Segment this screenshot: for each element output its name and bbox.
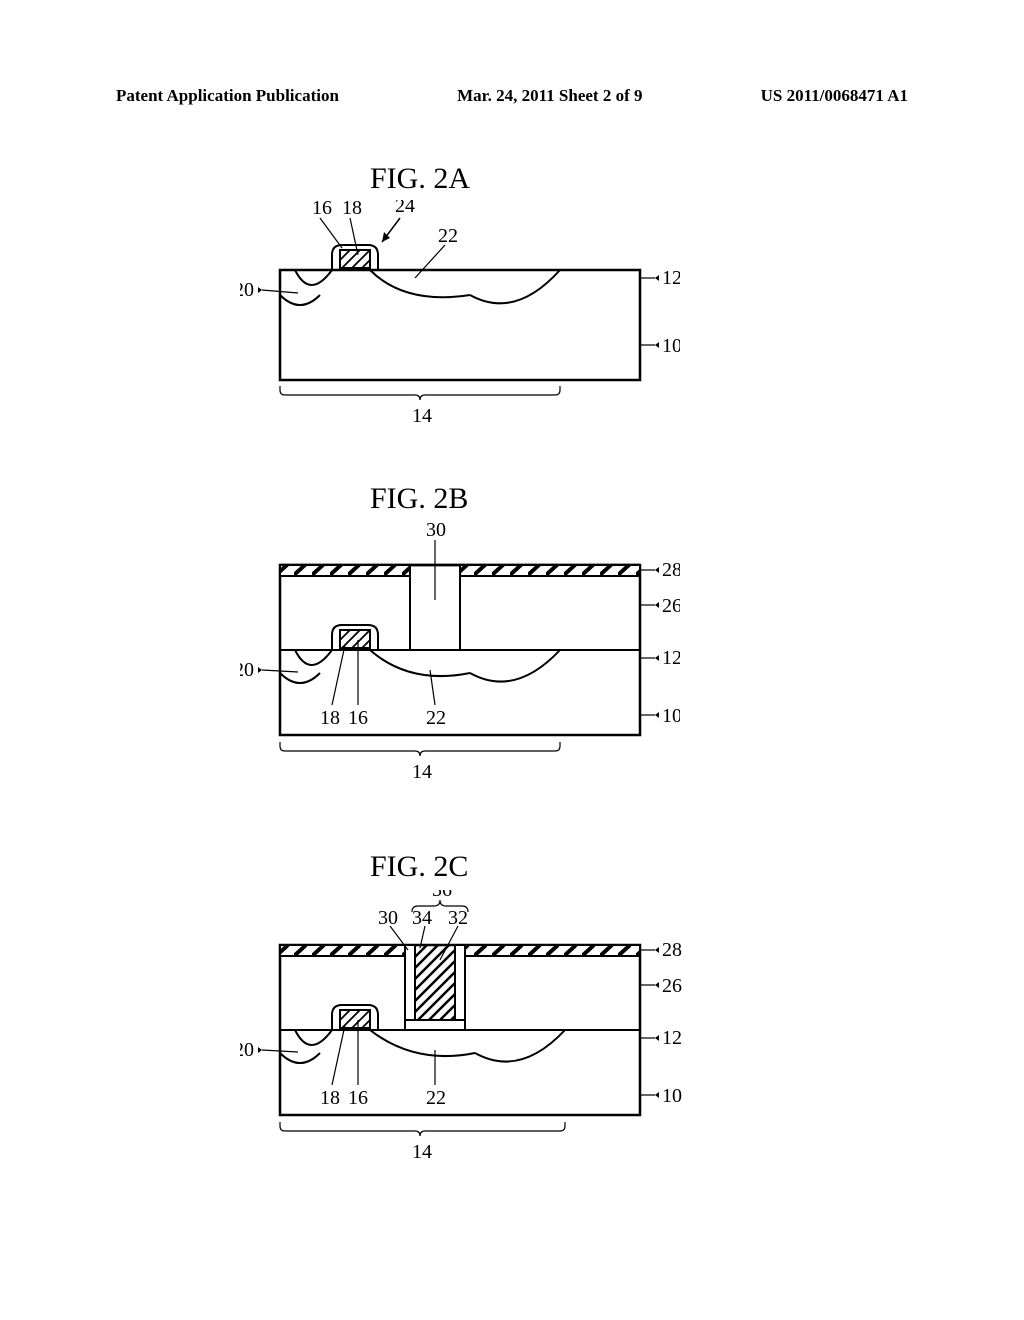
header-center: Mar. 24, 2011 Sheet 2 of 9 bbox=[457, 86, 642, 106]
label-12: 12 bbox=[662, 267, 680, 289]
label-10: 10 bbox=[662, 705, 680, 727]
label-28: 28 bbox=[662, 939, 682, 961]
label-10: 10 bbox=[662, 335, 680, 357]
label-26: 26 bbox=[662, 595, 680, 617]
label-18: 18 bbox=[342, 200, 362, 219]
label-22: 22 bbox=[426, 1087, 446, 1109]
label-30: 30 bbox=[378, 907, 398, 929]
label-20: 20 bbox=[240, 279, 254, 301]
label-26: 26 bbox=[662, 975, 682, 997]
label-16: 16 bbox=[348, 1087, 368, 1109]
header-left: Patent Application Publication bbox=[116, 86, 339, 106]
label-14: 14 bbox=[412, 405, 432, 427]
label-10: 10 bbox=[662, 1085, 682, 1107]
label-12: 12 bbox=[662, 1027, 682, 1049]
fig-2b: 30 28 26 12 10 20 18 16 22 14 bbox=[240, 520, 680, 800]
fig-2b-title: FIG. 2B bbox=[370, 482, 468, 516]
label-34: 34 bbox=[412, 907, 432, 929]
label-12: 12 bbox=[662, 647, 680, 669]
label-22: 22 bbox=[438, 225, 458, 247]
label-18: 18 bbox=[320, 707, 340, 729]
label-22: 22 bbox=[426, 707, 446, 729]
label-20: 20 bbox=[240, 1039, 254, 1061]
fig-2a: 16 18 24 22 20 12 10 14 bbox=[240, 200, 680, 430]
fig-2c: 36 30 34 32 28 26 12 10 20 18 16 22 14 bbox=[240, 890, 690, 1180]
label-32: 32 bbox=[448, 907, 468, 929]
label-14: 14 bbox=[412, 761, 432, 783]
header-right: US 2011/0068471 A1 bbox=[761, 86, 908, 106]
fig-2a-title: FIG. 2A bbox=[370, 162, 470, 196]
label-36: 36 bbox=[432, 890, 452, 901]
label-20: 20 bbox=[240, 659, 254, 681]
label-28: 28 bbox=[662, 559, 680, 581]
fig-2c-title: FIG. 2C bbox=[370, 850, 468, 884]
label-30: 30 bbox=[426, 520, 446, 541]
label-14: 14 bbox=[412, 1141, 432, 1163]
label-18: 18 bbox=[320, 1087, 340, 1109]
page-header: Patent Application Publication Mar. 24, … bbox=[0, 86, 1024, 106]
label-24: 24 bbox=[395, 200, 415, 217]
label-16: 16 bbox=[312, 200, 332, 219]
label-16: 16 bbox=[348, 707, 368, 729]
